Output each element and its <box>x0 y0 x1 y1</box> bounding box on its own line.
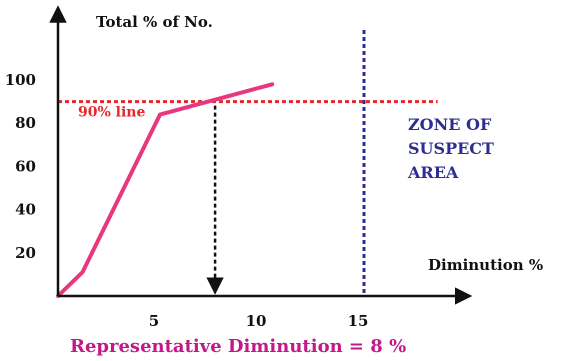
x-axis-title: Diminution % <box>428 256 543 274</box>
series-line <box>56 82 275 298</box>
x-tick-label: 15 <box>348 312 369 330</box>
y-tick-label: 100 <box>5 71 36 89</box>
y-axis-title: Total % of No. <box>96 13 213 31</box>
y-tick-label: 80 <box>15 114 36 132</box>
zone-label-line: AREA <box>407 163 459 182</box>
y-tick-label: 60 <box>15 157 36 175</box>
y-tick-label: 20 <box>15 244 36 262</box>
zone-label-line: SUSPECT <box>408 139 494 158</box>
x-tick-label: 5 <box>149 312 159 330</box>
threshold-label: 90% line <box>78 105 145 121</box>
y-tick-label: 40 <box>15 201 36 219</box>
zone-label-line: ZONE OF <box>408 115 492 134</box>
chart-caption: Representative Diminution = 8 % <box>70 336 406 357</box>
x-tick-label: 10 <box>246 312 267 330</box>
